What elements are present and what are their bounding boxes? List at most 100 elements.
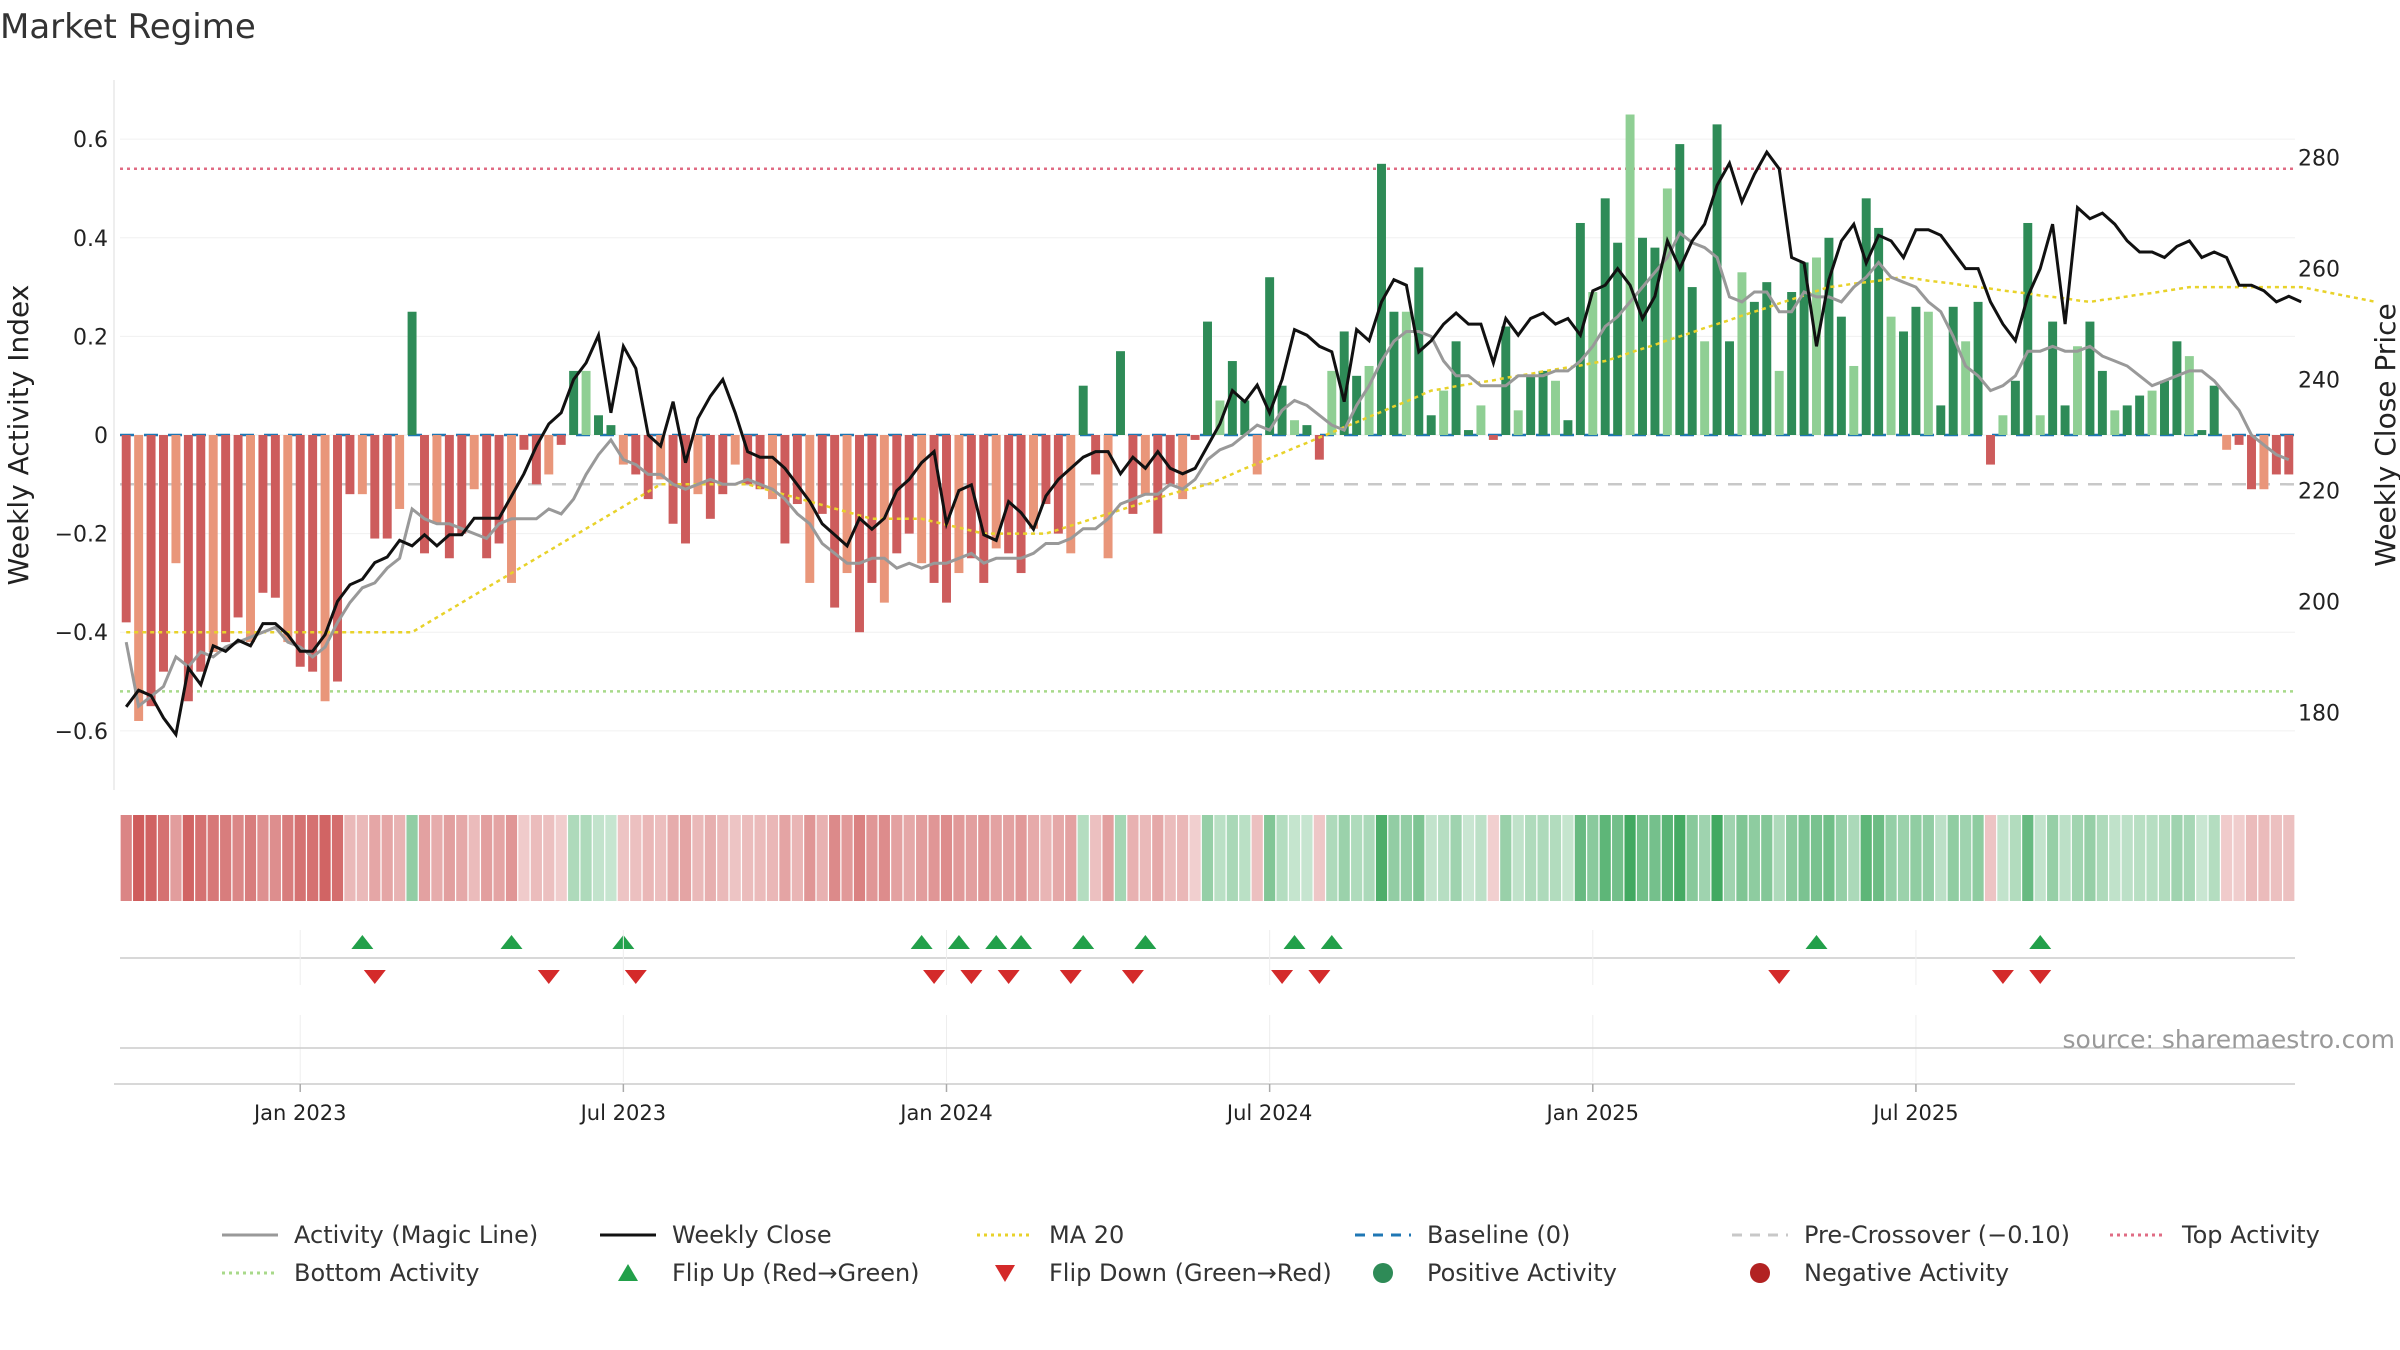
heat-cell (1562, 815, 1574, 901)
activity-bar (1613, 242, 1623, 435)
legend-item: Positive Activity (1373, 1259, 1617, 1287)
heat-cell (1761, 815, 1773, 901)
activity-bar (171, 435, 181, 564)
left-tick-label: 0.2 (73, 325, 108, 350)
activity-bar (2209, 385, 2219, 435)
heat-cell (518, 815, 530, 901)
heat-cell (257, 815, 269, 901)
activity-bar (1426, 415, 1436, 435)
heat-cell (903, 815, 915, 901)
flip-down-marker (923, 970, 946, 984)
heat-cell (418, 815, 431, 901)
date-tick-label: Jul 2023 (579, 1101, 666, 1125)
heat-cell (307, 815, 319, 901)
flip-down-marker (363, 970, 386, 984)
activity-bar (1886, 316, 1896, 435)
activity-bar (370, 435, 380, 539)
heat-cell (853, 815, 866, 901)
heat-cell (829, 815, 841, 901)
activity-bar (929, 435, 939, 583)
activity-bar (1861, 198, 1871, 435)
activity-bar (1302, 425, 1312, 435)
date-tick-label: Jan 2025 (1545, 1101, 1640, 1125)
heat-cell (1102, 815, 1114, 901)
legend-item: Pre-Crossover (−0.10) (1732, 1221, 2070, 1249)
flip-up-marker (1805, 935, 1828, 949)
right-tick-label: 200 (2298, 590, 2340, 615)
activity-bar (2172, 341, 2182, 435)
activity-bar (1265, 277, 1275, 435)
heat-cell (2084, 815, 2096, 901)
heat-cell (1040, 815, 1052, 901)
heat-cell (443, 815, 455, 901)
activity-bar (991, 435, 1001, 549)
heat-cell (2258, 815, 2270, 901)
activity-bar (1638, 237, 1647, 435)
heat-cell (481, 815, 493, 901)
activity-bar (2122, 405, 2132, 435)
heat-cell (878, 815, 890, 901)
heat-cell (717, 815, 729, 901)
activity-bar (1787, 292, 1797, 435)
left-axis-label: Weekly Activity Index (2, 285, 35, 586)
heat-cell (505, 815, 518, 901)
heat-cell (1351, 815, 1363, 901)
activity-bar (1513, 410, 1523, 435)
activity-bar (954, 435, 964, 574)
magic-line (124, 230, 2290, 709)
heat-cell (704, 815, 716, 901)
activity-bar (1464, 430, 1473, 435)
date-axis: Jan 2023 Jul 2023 Jan 2024 Jul 2024 Jan 2025… (114, 930, 2295, 1125)
heat-cell (1152, 815, 1164, 901)
activity-bar (246, 435, 255, 643)
heat-cell (1587, 815, 1599, 901)
heat-cell (2158, 815, 2171, 901)
heat-cell (1661, 815, 1673, 901)
chart-title: Market Regime (0, 7, 256, 47)
activity-bar (395, 435, 405, 509)
heat-cell (978, 815, 990, 901)
heat-cell (2283, 815, 2295, 901)
activity-bar (867, 435, 877, 583)
flip-up-marker (985, 935, 1008, 949)
legend-item: MA 20 (977, 1221, 1124, 1249)
activity-bar (2135, 395, 2145, 435)
heat-cell (543, 815, 555, 901)
activity-bar (1004, 435, 1014, 554)
heat-cell (1487, 815, 1499, 901)
heat-cell (1537, 815, 1549, 901)
activity-bar (1451, 341, 1461, 435)
flip-down-marker (1271, 970, 1294, 984)
heat-cell (1164, 815, 1176, 901)
left-tick-label: 0 (94, 424, 108, 449)
legend-label: Positive Activity (1427, 1259, 1617, 1287)
activity-bar (1290, 420, 1299, 435)
heat-cell (1624, 815, 1636, 901)
heat-cell (1338, 815, 1350, 901)
activity-bar (668, 435, 678, 524)
legend-swatch (1750, 1263, 1770, 1283)
heat-cell (1997, 815, 2009, 901)
legend-label: Top Activity (2181, 1221, 2320, 1249)
heat-cell (2208, 815, 2220, 901)
heat-cell (1077, 815, 1089, 901)
legend-label: Pre-Crossover (−0.10) (1804, 1221, 2070, 1249)
activity-bar (183, 435, 193, 702)
activity-bar (1973, 301, 1983, 435)
activity-bar (2197, 430, 2207, 435)
heat-cell (1674, 815, 1686, 901)
heat-cell (1027, 815, 1040, 901)
heat-cell (2245, 815, 2258, 901)
flip-up-marker (1134, 935, 1157, 949)
legend-swatch (618, 1264, 638, 1281)
activity-bar (2023, 222, 2033, 435)
heat-cell (990, 815, 1002, 901)
activity-bar (544, 435, 554, 475)
activity-bar (917, 435, 927, 564)
heat-cell (1388, 815, 1400, 901)
activity-bar (1650, 247, 1660, 435)
activity-bar (1227, 361, 1237, 435)
heat-cell (953, 815, 965, 901)
activity-bar (1799, 262, 1809, 435)
activity-bar (1178, 435, 1188, 500)
